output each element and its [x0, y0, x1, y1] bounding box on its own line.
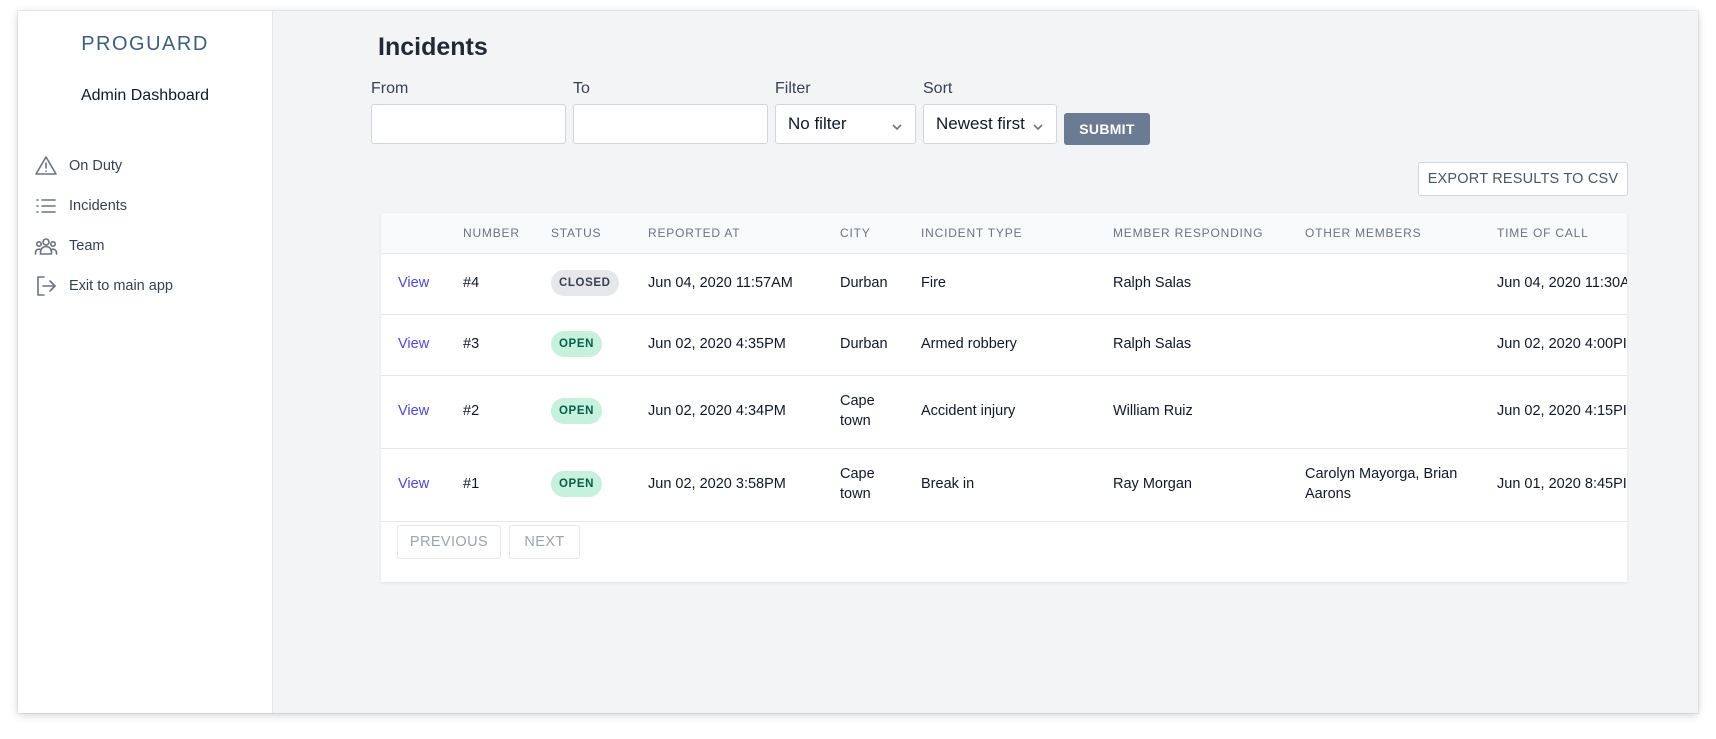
incident-type: Break in — [921, 476, 975, 492]
table-header: NUMBER STATUS REPORTED AT CITY INCIDENT … — [381, 213, 1627, 254]
app-window: PROGUARD Admin Dashboard On Duty Inciden… — [18, 11, 1698, 713]
incident-number: #4 — [463, 275, 480, 291]
status-badge: OPEN — [551, 398, 602, 424]
member-responding: Ralph Salas — [1113, 275, 1192, 291]
to-date-input[interactable] — [573, 104, 768, 144]
view-link[interactable]: View — [398, 275, 430, 291]
status-badge: CLOSED — [551, 270, 619, 296]
member-responding: Ray Morgan — [1113, 476, 1192, 492]
sidebar-item-incidents[interactable]: Incidents — [33, 186, 173, 226]
member-responding: Ralph Salas — [1113, 336, 1192, 352]
export-csv-button[interactable]: EXPORT RESULTS TO CSV — [1418, 162, 1628, 196]
filter-label: Filter — [775, 80, 811, 97]
view-link[interactable]: View — [398, 336, 430, 352]
time-of-call: Jun 01, 2020 8:45PI — [1497, 476, 1627, 492]
reported-at: Jun 02, 2020 4:34PM — [648, 403, 786, 419]
table-row: View #1 OPEN Jun 02, 2020 3:58PM Cape to… — [381, 448, 1627, 522]
sidebar-item-label: Incidents — [69, 198, 128, 214]
filter-select-value: No filter — [788, 114, 847, 133]
table-row: View #2 OPEN Jun 02, 2020 4:34PM Cape to… — [381, 375, 1627, 449]
city: Cape town — [840, 393, 875, 429]
city: Durban — [840, 275, 888, 291]
sidebar: PROGUARD Admin Dashboard On Duty Inciden… — [18, 11, 273, 713]
sidebar-item-team[interactable]: Team — [33, 226, 173, 266]
chevron-down-icon — [1032, 118, 1044, 131]
reported-at: Jun 02, 2020 4:35PM — [648, 336, 786, 352]
sidebar-nav: On Duty Incidents Team Exit to main app — [33, 146, 173, 306]
sidebar-item-label: Team — [69, 238, 105, 254]
sidebar-item-label: Exit to main app — [69, 278, 173, 294]
status-badge: OPEN — [551, 471, 602, 497]
city: Durban — [840, 336, 888, 352]
column-header-time-of-call: TIME OF CALL — [1497, 226, 1589, 240]
sort-select-value: Newest first — [936, 114, 1025, 133]
from-date-input[interactable] — [371, 104, 566, 144]
column-header-other-members: OTHER MEMBERS — [1305, 226, 1422, 240]
incident-number: #2 — [463, 403, 480, 419]
column-header-reported-at: REPORTED AT — [648, 226, 741, 240]
chevron-down-icon — [891, 118, 903, 131]
incident-type: Accident injury — [921, 403, 1016, 419]
sort-select[interactable]: Newest first — [923, 104, 1057, 144]
column-header-incident-type: INCIDENT TYPE — [921, 226, 1023, 240]
filter-select[interactable]: No filter — [775, 104, 916, 144]
table-row: View #3 OPEN Jun 02, 2020 4:35PM Durban … — [381, 314, 1627, 376]
other-members: Carolyn Mayorga, Brian Aarons — [1305, 466, 1458, 502]
status-badge: OPEN — [551, 331, 602, 357]
dashboard-subtitle: Admin Dashboard — [80, 87, 210, 104]
main-content: Incidents From To Filter No filter Sort … — [272, 11, 1698, 713]
previous-button[interactable]: PREVIOUS — [397, 525, 501, 559]
page-title: Incidents — [378, 33, 488, 61]
column-header-number: NUMBER — [463, 226, 520, 240]
incident-number: #1 — [463, 476, 480, 492]
team-icon — [33, 233, 59, 259]
view-link[interactable]: View — [398, 403, 430, 419]
exit-icon — [33, 273, 59, 299]
table-row: View #4 CLOSED Jun 04, 2020 11:57AM Durb… — [381, 253, 1627, 315]
logo: PROGUARD — [81, 33, 209, 55]
reported-at: Jun 02, 2020 3:58PM — [648, 476, 786, 492]
incidents-table: NUMBER STATUS REPORTED AT CITY INCIDENT … — [381, 213, 1627, 582]
to-label: To — [573, 80, 590, 97]
time-of-call: Jun 04, 2020 11:30A — [1497, 275, 1627, 291]
submit-button[interactable]: SUBMIT — [1064, 113, 1150, 145]
member-responding: William Ruiz — [1113, 403, 1193, 419]
column-header-city: CITY — [840, 226, 871, 240]
from-label: From — [371, 80, 409, 97]
sort-label: Sort — [923, 80, 953, 97]
sidebar-item-label: On Duty — [69, 158, 123, 174]
next-button[interactable]: NEXT — [509, 525, 580, 559]
column-header-member-responding: MEMBER RESPONDING — [1113, 226, 1264, 240]
sidebar-item-on-duty[interactable]: On Duty — [33, 146, 173, 186]
time-of-call: Jun 02, 2020 4:00PI — [1497, 336, 1627, 352]
incident-type: Armed robbery — [921, 336, 1017, 352]
column-header-status: STATUS — [551, 226, 602, 240]
reported-at: Jun 04, 2020 11:57AM — [648, 275, 793, 291]
time-of-call: Jun 02, 2020 4:15PI — [1497, 403, 1627, 419]
warning-triangle-icon — [33, 153, 59, 179]
list-icon — [33, 193, 59, 219]
incident-type: Fire — [921, 275, 946, 291]
incident-number: #3 — [463, 336, 480, 352]
city: Cape town — [840, 466, 875, 502]
view-link[interactable]: View — [398, 476, 430, 492]
sidebar-item-exit[interactable]: Exit to main app — [33, 266, 173, 306]
